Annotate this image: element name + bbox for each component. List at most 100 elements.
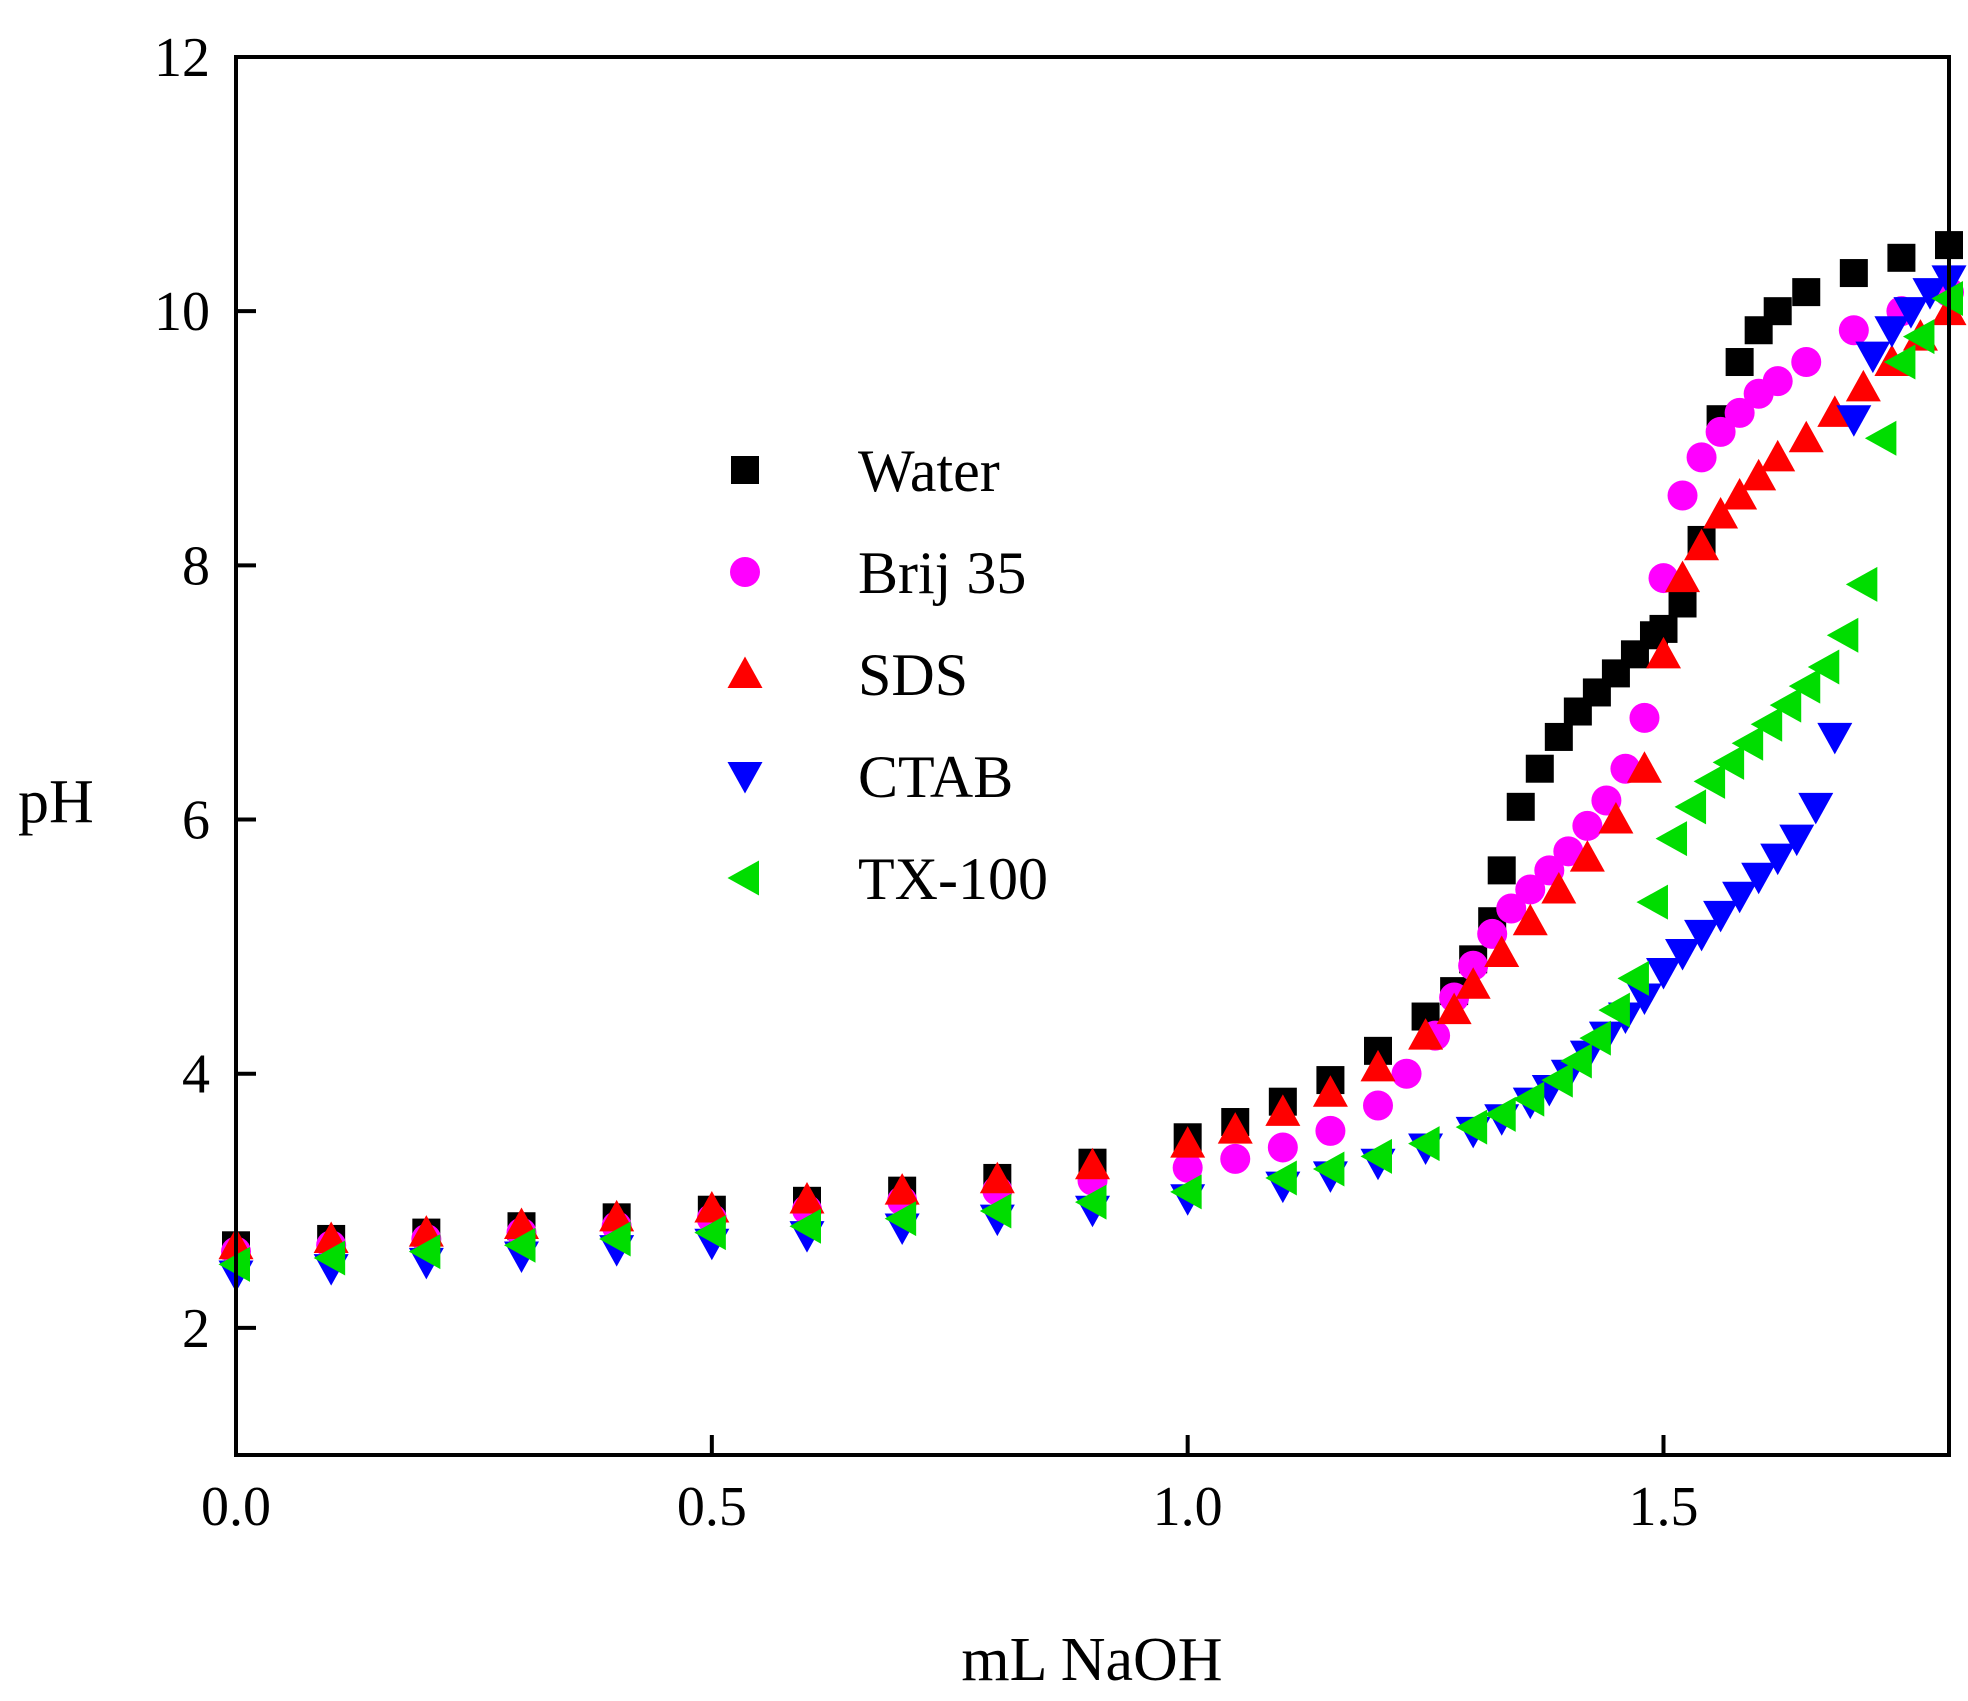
data-point <box>1315 1115 1346 1146</box>
legend-marker <box>727 860 759 896</box>
data-point <box>1722 881 1758 914</box>
data-point <box>1646 636 1681 669</box>
data-point <box>1817 395 1853 427</box>
data-point <box>1170 1126 1206 1158</box>
data-point <box>1760 439 1796 472</box>
data-point <box>789 1182 825 1214</box>
data-point <box>1598 802 1634 834</box>
data-point <box>504 1227 536 1263</box>
data-point <box>1902 319 1935 355</box>
data-point <box>1665 938 1701 971</box>
data-point <box>1075 1147 1110 1180</box>
data-point <box>1363 1090 1393 1121</box>
data-point <box>1712 744 1745 780</box>
data-point <box>1629 702 1660 733</box>
data-point <box>1838 315 1869 346</box>
data-point <box>1703 497 1739 529</box>
data-point <box>1312 1151 1345 1187</box>
data-point <box>1496 893 1527 924</box>
y-tick-label: 2 <box>182 1298 210 1360</box>
data-point <box>1893 297 1929 329</box>
y-tick-label: 10 <box>154 281 210 343</box>
legend-item: SDS <box>727 642 968 708</box>
y-tick-label: 8 <box>182 535 210 597</box>
data-point <box>1360 1138 1392 1174</box>
data-point <box>1855 341 1891 374</box>
data-point <box>1750 706 1783 742</box>
data-point <box>1655 821 1688 857</box>
data-point <box>1883 344 1916 380</box>
data-point <box>1626 751 1662 783</box>
data-point <box>1667 480 1698 511</box>
y-tick-label: 6 <box>182 790 210 852</box>
data-point <box>1887 243 1916 272</box>
legend: Water Brij 35 SDS CTAB TX-100 <box>727 438 1048 912</box>
data-point <box>1807 649 1840 685</box>
data-point <box>1541 871 1577 904</box>
data-point <box>1075 1184 1107 1220</box>
data-point <box>1836 405 1872 437</box>
data-point <box>1826 617 1859 653</box>
data-point <box>1725 348 1754 377</box>
data-point <box>1626 983 1662 1015</box>
data-point <box>1312 1075 1348 1107</box>
data-point <box>1874 316 1910 348</box>
data-point <box>979 1193 1012 1229</box>
data-point <box>1170 1174 1202 1210</box>
legend-label: SDS <box>858 642 968 708</box>
data-point <box>313 1240 346 1276</box>
data-point <box>1484 1096 1516 1132</box>
data-point <box>1788 420 1824 453</box>
data-point <box>1741 862 1777 895</box>
y-axis-title: pH <box>18 768 94 836</box>
data-point <box>1722 477 1758 510</box>
data-point <box>694 1190 730 1223</box>
legend-marker <box>731 456 759 484</box>
data-point <box>1792 278 1821 307</box>
data-point <box>1569 840 1605 872</box>
data-point <box>1686 442 1717 473</box>
data-point <box>1791 347 1822 378</box>
data-point <box>1674 789 1707 825</box>
data-point <box>1579 1020 1611 1056</box>
data-point <box>599 1221 631 1257</box>
legend-label: CTAB <box>858 744 1013 810</box>
data-point <box>1408 1018 1444 1050</box>
legend-item: TX-100 <box>727 846 1048 912</box>
data-point <box>1705 416 1736 447</box>
series-water <box>222 231 1963 1260</box>
series-tx-100 <box>218 280 1963 1282</box>
data-point <box>884 1201 917 1237</box>
data-point <box>1912 278 1948 310</box>
data-point <box>1512 903 1548 936</box>
data-point <box>1598 992 1630 1028</box>
data-point <box>1265 1160 1297 1196</box>
legend-item: Water <box>731 438 1000 504</box>
data-point <box>1817 722 1853 755</box>
data-point <box>1762 366 1793 397</box>
data-point <box>1455 967 1491 999</box>
data-point <box>1845 566 1878 602</box>
data-point <box>979 1161 1015 1194</box>
legend-marker <box>727 762 763 794</box>
legend-item: CTAB <box>727 744 1013 810</box>
data-point <box>1217 1112 1253 1144</box>
data-point <box>1560 1043 1592 1079</box>
legend-label: Water <box>858 438 1000 504</box>
data-point <box>599 1199 635 1232</box>
x-tick-label: 1.5 <box>1629 1476 1699 1538</box>
data-point <box>1487 856 1516 885</box>
x-tick-label: 0.5 <box>677 1476 747 1538</box>
data-point <box>1769 687 1802 723</box>
data-point <box>1724 397 1755 428</box>
data-point <box>1436 992 1472 1025</box>
data-point <box>1684 919 1720 952</box>
data-point <box>1731 725 1764 761</box>
data-point <box>1544 722 1573 751</box>
data-point <box>1220 1143 1251 1174</box>
legend-marker <box>730 557 760 587</box>
data-point <box>1839 259 1868 288</box>
legend-label: TX-100 <box>858 846 1048 912</box>
data-point <box>1553 836 1584 867</box>
